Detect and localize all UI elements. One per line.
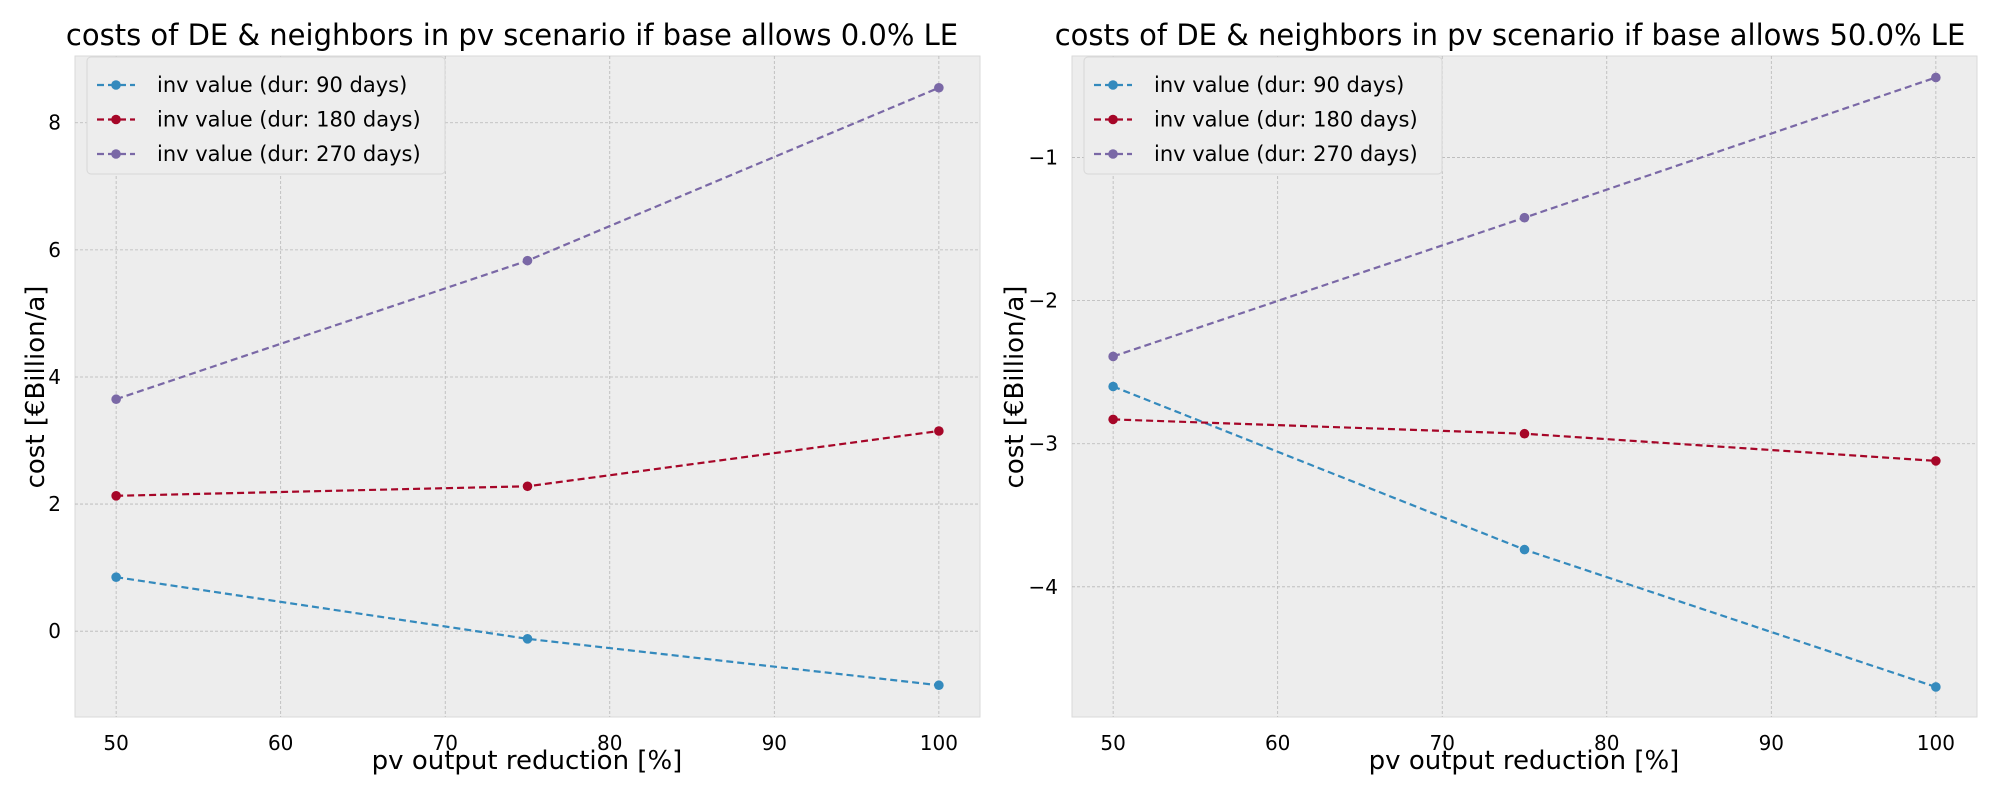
y-axis-label: cost [€Billion/a] — [1000, 286, 1030, 489]
y-tick-label: 8 — [48, 111, 61, 135]
x-tick-label: 50 — [1100, 731, 1125, 755]
y-tick-label: −4 — [1029, 575, 1058, 599]
x-axis-label: pv output reduction [%] — [1369, 746, 1680, 776]
right-panel: 50 60 70 80 90 100 −4 −3 −2 −1 inv value (dur: 90 … — [1000, 18, 1978, 776]
series-point — [1931, 72, 1941, 83]
series-point — [1519, 212, 1530, 223]
x-axis-label: pv output reduction [%] — [372, 746, 683, 776]
series-point — [522, 255, 533, 266]
series-point — [934, 680, 944, 691]
series-point — [1108, 381, 1118, 392]
y-axis-label: cost [€Billion/a] — [21, 286, 51, 489]
legend-marker — [111, 80, 121, 90]
legend-marker — [1108, 114, 1118, 125]
x-tick-label: 100 — [920, 731, 958, 755]
x-tick-label: 80 — [1594, 731, 1619, 755]
left-panel: 50 60 70 80 90 100 0 2 4 6 8 inv value (dur: 90 day… — [21, 18, 981, 776]
y-tick-label: 6 — [48, 238, 61, 262]
x-tick-label: 60 — [268, 731, 293, 755]
legend-marker — [111, 149, 121, 159]
x-tick-label: 70 — [1430, 731, 1455, 755]
series-point — [1931, 682, 1941, 692]
legend-entry: inv value (dur: 270 days) — [1154, 142, 1418, 166]
legend-entry: inv value (dur: 180 days) — [157, 108, 421, 132]
series-point — [934, 426, 944, 436]
legend — [1083, 56, 1443, 175]
chart-title: costs of DE & neighbors in pv scenario i… — [1055, 18, 1966, 52]
x-tick-label: 50 — [103, 731, 128, 755]
y-tick-label: −2 — [1029, 289, 1058, 313]
x-tick-label: 90 — [762, 731, 787, 755]
y-tick-label: −1 — [1029, 146, 1058, 170]
legend-marker — [1108, 149, 1118, 159]
series-line — [115, 576, 939, 687]
series-point — [1519, 544, 1530, 555]
x-tick-label: 80 — [597, 731, 622, 755]
x-tick-label: 90 — [1759, 731, 1784, 755]
series-point — [522, 634, 533, 644]
chart-title: costs of DE & neighbors in pv scenario i… — [66, 18, 958, 52]
legend-entry: inv value (dur: 180 days) — [1154, 108, 1418, 132]
y-tick-label: −3 — [1029, 432, 1058, 456]
series-point — [111, 394, 121, 405]
series-point — [1519, 428, 1530, 439]
series-point — [1108, 351, 1118, 362]
y-tick-label: 2 — [48, 492, 61, 516]
legend-marker — [1108, 80, 1118, 90]
legend — [86, 56, 446, 175]
legend-entry: inv value (dur: 270 days) — [157, 142, 421, 166]
series-point — [1108, 414, 1118, 425]
legend-marker — [111, 114, 121, 125]
x-tick-label: 60 — [1265, 731, 1290, 755]
series-point — [522, 481, 533, 492]
legend-entry: inv value (dur: 90 days) — [1154, 73, 1404, 97]
x-tick-label: 100 — [1917, 731, 1955, 755]
y-tick-label: 0 — [48, 619, 61, 643]
series-point — [111, 491, 121, 501]
legend-entry: inv value (dur: 90 days) — [157, 73, 407, 97]
series-point — [111, 572, 121, 582]
y-tick-label: 4 — [48, 365, 61, 389]
series-point — [1931, 456, 1941, 466]
series-point — [934, 82, 944, 93]
x-tick-label: 70 — [433, 731, 458, 755]
